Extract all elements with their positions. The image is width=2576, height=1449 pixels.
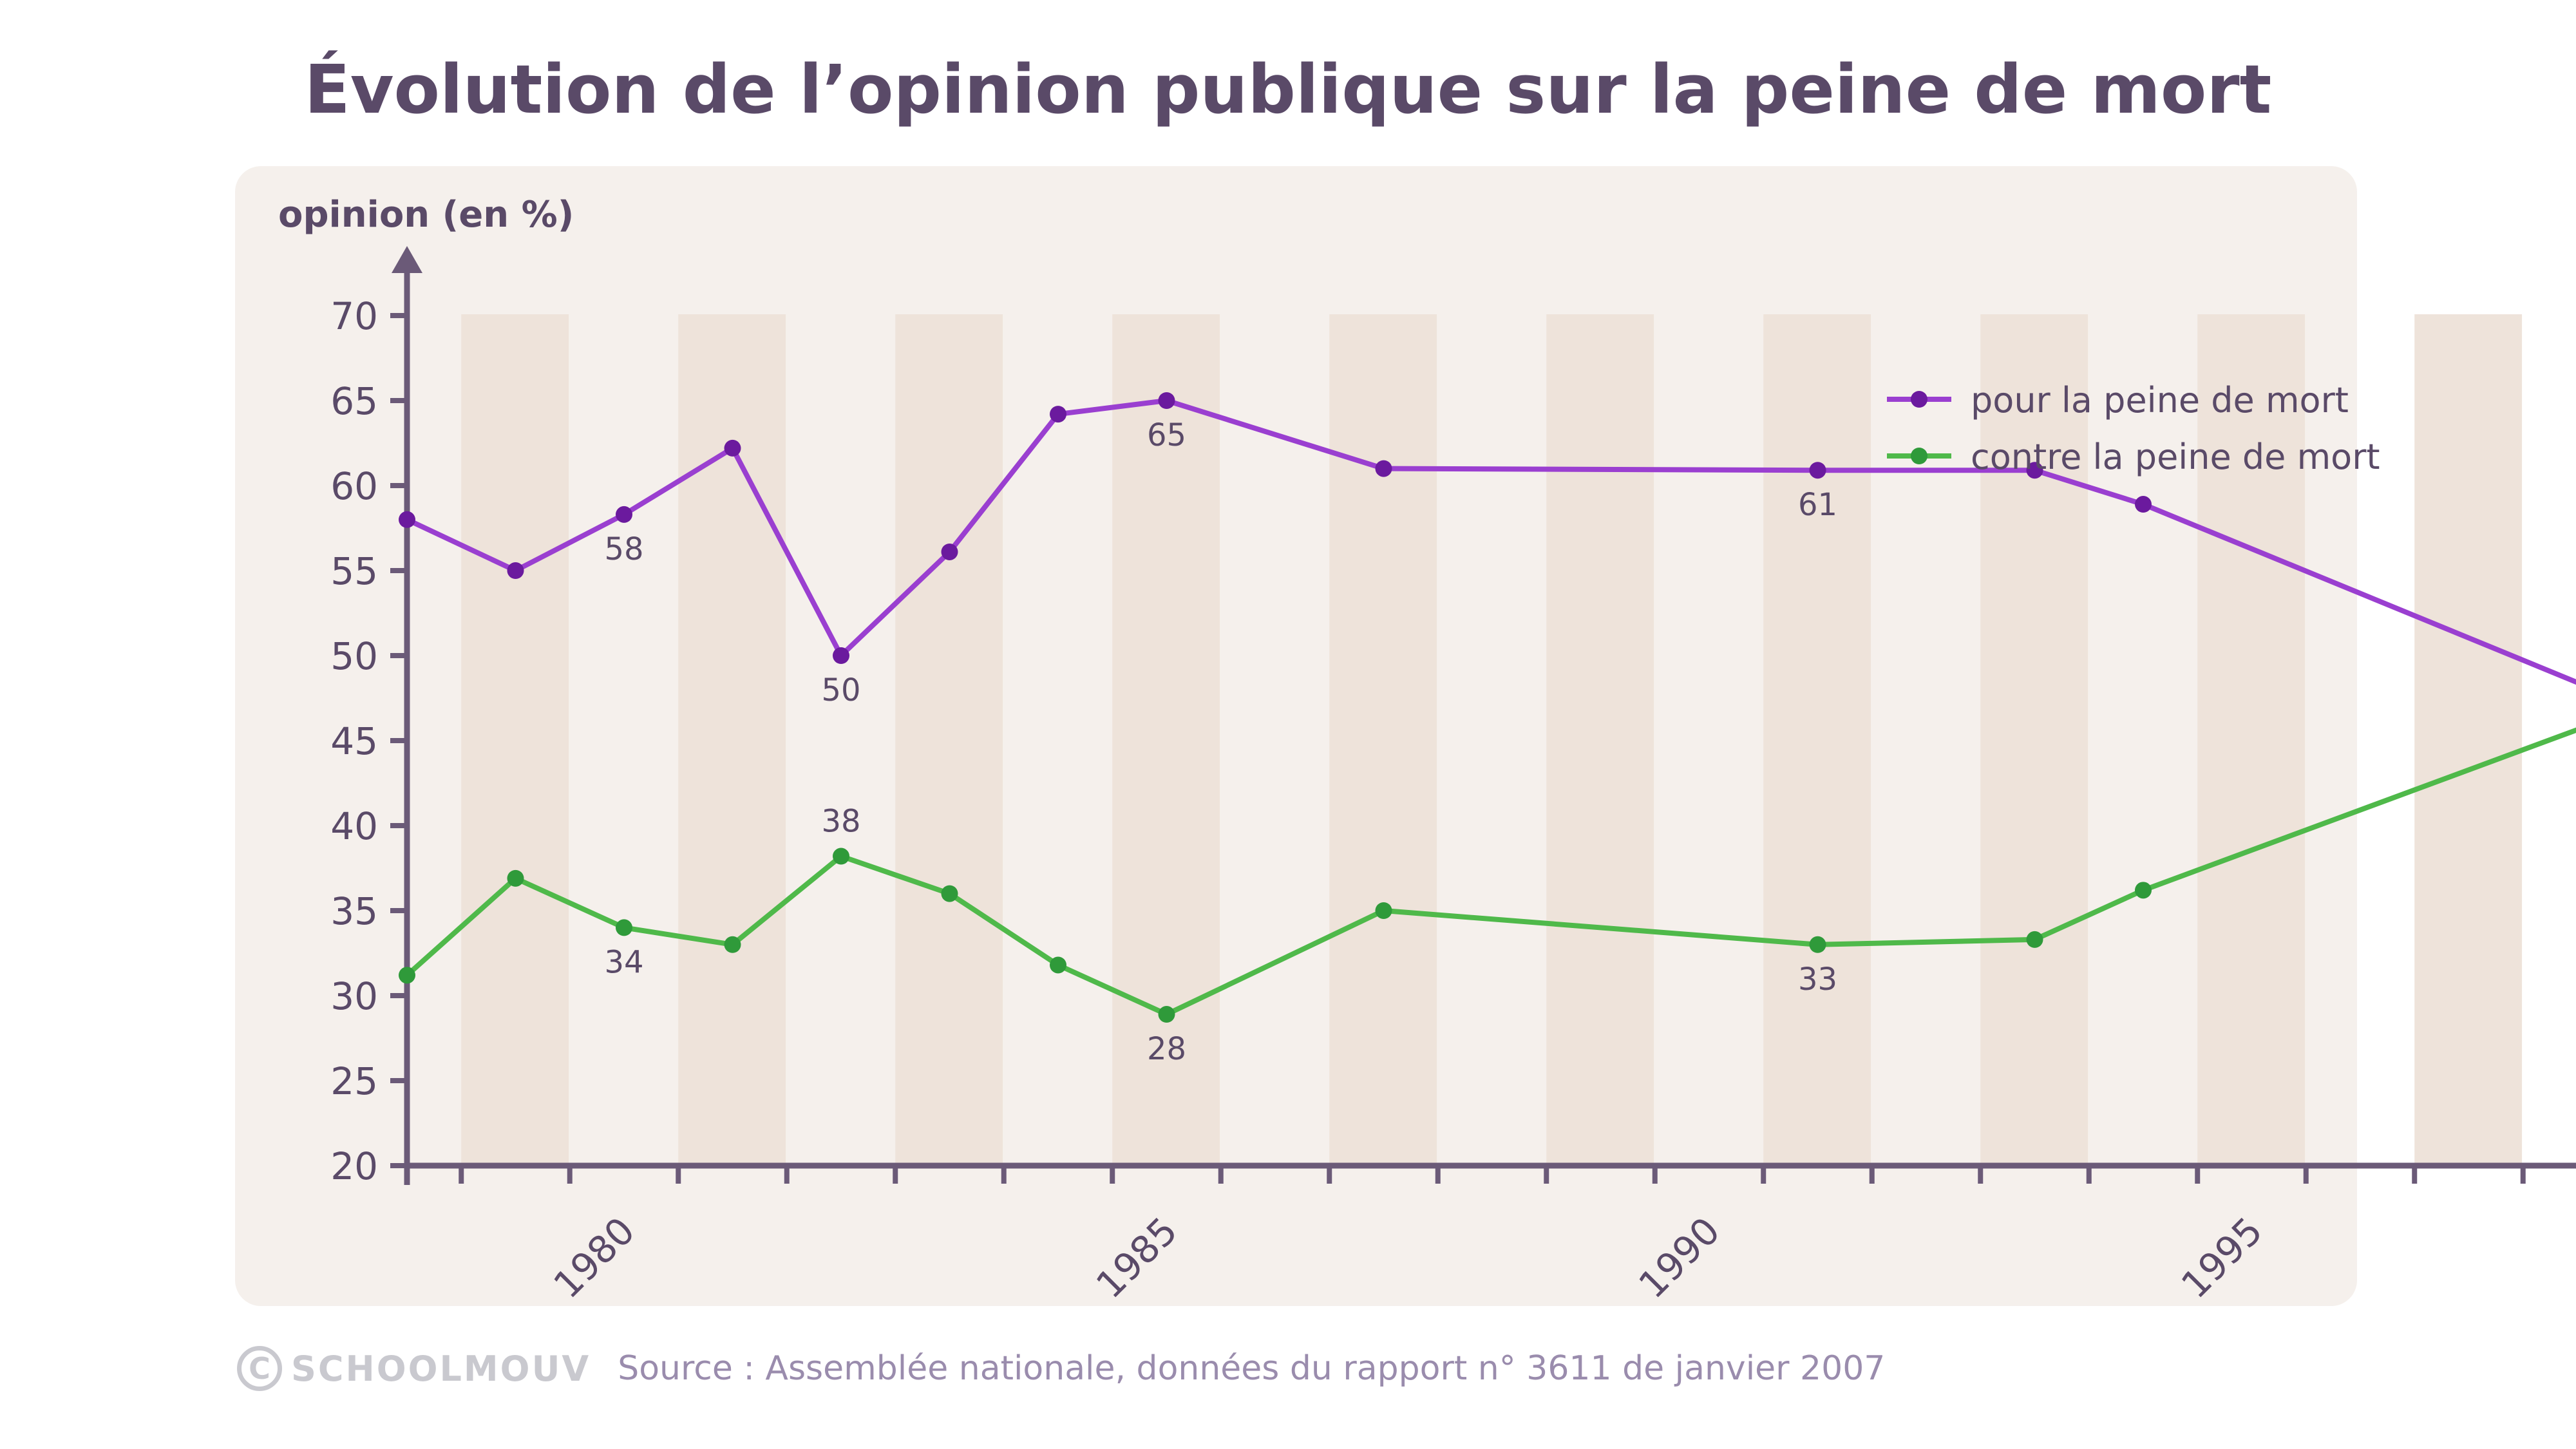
data-point-pour bbox=[1050, 406, 1066, 423]
background-band bbox=[895, 314, 1003, 1166]
background-band bbox=[1546, 314, 1654, 1166]
brand-logo: SCHOOLMOUV bbox=[291, 1348, 591, 1389]
data-point-contre bbox=[941, 885, 958, 902]
data-label: 34 bbox=[604, 944, 643, 980]
background-band bbox=[461, 314, 569, 1166]
y-tick-label: 35 bbox=[330, 889, 378, 933]
data-point-pour bbox=[941, 543, 958, 560]
data-label: 58 bbox=[604, 531, 643, 567]
data-label: 65 bbox=[1147, 417, 1186, 453]
y-axis-arrow bbox=[392, 246, 422, 273]
data-point-contre bbox=[1375, 902, 1392, 919]
data-point-contre bbox=[2026, 931, 2043, 948]
data-point-contre bbox=[1158, 1006, 1175, 1023]
data-point-pour bbox=[1375, 460, 1392, 477]
data-label: 61 bbox=[1798, 487, 1837, 523]
data-point-contre bbox=[2135, 882, 2152, 899]
data-point-contre bbox=[833, 848, 849, 865]
copyright-icon: C bbox=[237, 1346, 282, 1391]
y-tick-label: 60 bbox=[330, 464, 378, 508]
data-point-contre bbox=[724, 936, 741, 953]
data-point-pour bbox=[399, 511, 415, 528]
source-note: Source : Assemblée nationale, données du… bbox=[618, 1349, 1886, 1388]
page-title: Évolution de l’opinion publique sur la p… bbox=[304, 50, 2272, 129]
data-label: 33 bbox=[1798, 961, 1837, 998]
y-tick-label: 40 bbox=[330, 804, 378, 848]
data-point-pour bbox=[1809, 462, 1826, 479]
background-band bbox=[1329, 314, 1437, 1166]
data-point-pour bbox=[833, 647, 849, 664]
y-tick-label: 65 bbox=[330, 379, 378, 423]
data-point-pour bbox=[724, 439, 741, 457]
y-tick-label: 70 bbox=[330, 294, 378, 338]
legend-label-contre: contre la peine de mort bbox=[1971, 437, 2380, 477]
y-tick-label: 55 bbox=[330, 549, 378, 593]
y-axis-title: opinion (en %) bbox=[278, 194, 574, 236]
background-band bbox=[1980, 314, 2088, 1166]
data-point-pour bbox=[1158, 392, 1175, 409]
y-tick-label: 30 bbox=[330, 974, 378, 1018]
data-label: 28 bbox=[1147, 1031, 1186, 1067]
data-point-pour bbox=[2026, 462, 2043, 479]
y-tick-label: 50 bbox=[330, 634, 378, 678]
background-band bbox=[2414, 314, 2523, 1166]
background-band bbox=[1112, 314, 1220, 1166]
data-point-pour bbox=[2135, 496, 2152, 513]
legend-marker-contre bbox=[1911, 448, 1927, 464]
y-tick-label: 25 bbox=[330, 1059, 378, 1103]
data-label: 50 bbox=[821, 672, 860, 708]
y-tick-label: 20 bbox=[330, 1144, 378, 1188]
data-point-contre bbox=[616, 919, 632, 936]
data-point-contre bbox=[1809, 936, 1826, 953]
background-band bbox=[2197, 314, 2306, 1166]
legend-label-pour: pour la peine de mort bbox=[1971, 380, 2349, 421]
y-tick-label: 45 bbox=[330, 719, 378, 763]
legend-marker-pour bbox=[1911, 391, 1927, 408]
background-band bbox=[1763, 314, 1871, 1166]
data-point-contre bbox=[399, 967, 415, 984]
data-label: 38 bbox=[821, 804, 860, 840]
data-point-contre bbox=[1050, 956, 1066, 974]
data-point-contre bbox=[507, 869, 524, 887]
footer: C SCHOOLMOUV Source : Assemblée national… bbox=[237, 1340, 1885, 1397]
data-point-pour bbox=[616, 506, 632, 523]
data-point-pour bbox=[507, 562, 524, 579]
